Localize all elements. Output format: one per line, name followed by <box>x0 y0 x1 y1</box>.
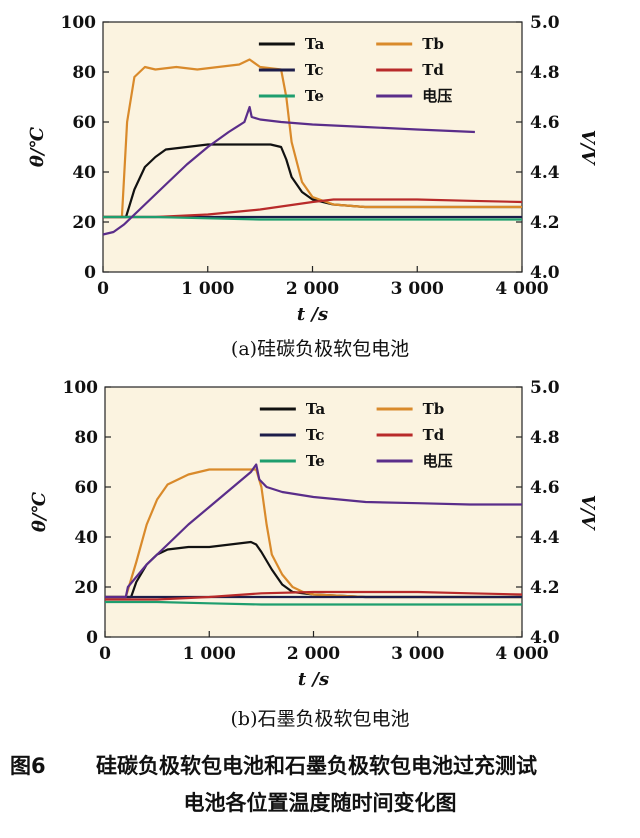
y-right-tick-label: 5.0 <box>530 378 560 398</box>
series-line-Td <box>103 198 523 219</box>
figure-number: 图6 <box>10 754 46 778</box>
subcaption-a: (a)硅碳负极软包电池 <box>230 338 410 360</box>
x-axis-title: t /s <box>297 304 328 325</box>
y-left-tick-label: 60 <box>74 478 98 498</box>
legend-label: Tc <box>305 61 324 79</box>
x-tick-label: 4 000 <box>495 279 548 299</box>
plot-area <box>102 21 523 273</box>
y-right-tick-label: 4.0 <box>530 263 560 283</box>
y-right-tick-label: 4.2 <box>530 578 560 598</box>
y-right-axis-title: V/V <box>577 130 598 167</box>
series-line-Te <box>105 600 522 606</box>
y-left-axis-title: θ/℃ <box>27 126 48 167</box>
y-left-tick-label: 0 <box>84 263 96 283</box>
legend-label: 电压 <box>422 87 452 105</box>
series-line-电压 <box>105 463 522 599</box>
y-left-tick-label: 100 <box>61 13 97 33</box>
series-line-电压 <box>102 105 475 236</box>
y-left-tick-label: 40 <box>72 163 96 183</box>
x-tick-label: 0 <box>97 279 109 299</box>
y-right-tick-label: 4.4 <box>530 528 560 548</box>
y-right-tick-label: 4.0 <box>530 628 560 648</box>
y-left-tick-label: 80 <box>72 63 96 83</box>
y-left-tick-label: 20 <box>74 578 98 598</box>
y-left-tick-label: 40 <box>74 528 98 548</box>
subcaption-b: (b)石墨负极软包电池 <box>230 708 410 730</box>
y-left-tick-label: 60 <box>72 113 96 133</box>
x-tick-label: 1 000 <box>183 644 236 664</box>
x-tick-label: 0 <box>99 644 111 664</box>
legend-label: Tb <box>423 400 445 418</box>
x-tick-label: 3 000 <box>391 644 444 664</box>
chart-b: 0 1 000 2 000 3 000 4 000 0 20 40 60 80 100 4.0 4.2 4… <box>29 378 598 690</box>
y-right-tick-label: 4.4 <box>530 163 560 183</box>
chart-a: 0 1 000 2 000 3 000 4 000 0 20 40 60 80 100 4.0 4.2 4… <box>27 13 598 325</box>
legend-label: 电压 <box>423 452 453 470</box>
legend-label: Ta <box>305 35 325 53</box>
legend-label: Ta <box>306 400 326 418</box>
x-tick-label: 2 000 <box>287 644 340 664</box>
y-left-tick-label: 20 <box>72 213 96 233</box>
y-right-tick-label: 4.6 <box>530 113 560 133</box>
y-right-tick-label: 5.0 <box>530 13 560 33</box>
series-line-Td <box>105 590 523 601</box>
legend-label: Te <box>306 452 325 470</box>
legend-label: Td <box>422 61 444 79</box>
y-left-tick-label: 80 <box>74 428 98 448</box>
legend-label: Tb <box>422 35 444 53</box>
y-right-tick-label: 4.6 <box>530 478 560 498</box>
y-left-tick-label: 0 <box>86 628 98 648</box>
legend-label: Td <box>423 426 445 444</box>
y-right-tick-label: 4.2 <box>530 213 560 233</box>
x-tick-label: 4 000 <box>495 644 548 664</box>
series-line-Tb <box>103 58 522 219</box>
figure-caption-line2: 电池各位置温度随时间变化图 <box>183 791 457 815</box>
x-axis-title: t /s <box>298 669 329 690</box>
y-left-axis-title: θ/℃ <box>29 491 50 532</box>
y-right-tick-label: 4.8 <box>530 428 560 448</box>
y-right-axis-title: V/V <box>577 495 598 532</box>
legend-label: Tc <box>306 426 325 444</box>
y-right-tick-label: 4.8 <box>530 63 560 83</box>
figure-caption-text1: 硅碳负极软包电池和石墨负极软包电池过充测试 <box>96 754 537 778</box>
y-left-tick-label: 100 <box>63 378 99 398</box>
x-tick-label: 1 000 <box>181 279 234 299</box>
legend-label: Te <box>305 87 324 105</box>
x-tick-label: 2 000 <box>286 279 339 299</box>
x-tick-label: 3 000 <box>391 279 444 299</box>
series-line-Te <box>103 215 522 221</box>
